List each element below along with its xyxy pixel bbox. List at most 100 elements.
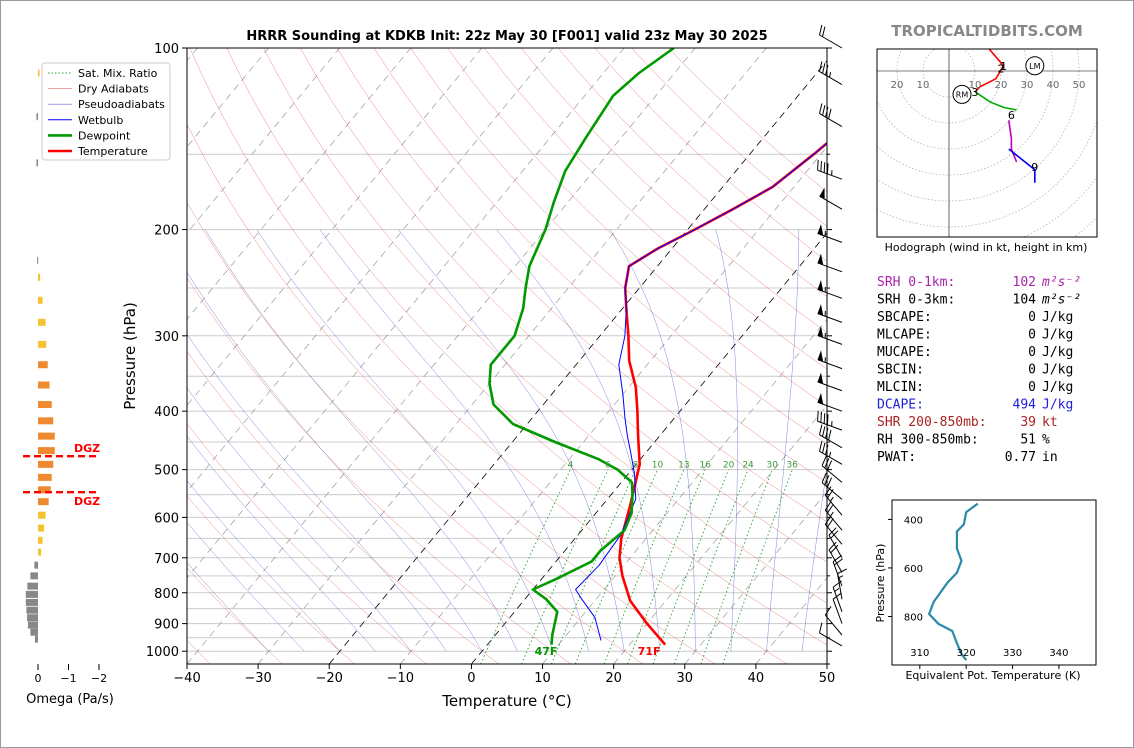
pseudoadiabat	[715, 229, 738, 652]
y-tick-label: 1000	[146, 645, 179, 660]
omega-bar	[27, 614, 38, 622]
y-tick-label: 100	[154, 42, 179, 57]
dry-adiabat	[336, 48, 827, 523]
dry-adiabat	[373, 48, 827, 483]
skewt-x-label: Temperature (°C)	[441, 692, 571, 710]
omega-bar	[38, 524, 45, 532]
hodograph-ring-label: 20	[891, 80, 904, 91]
pseudoadiabat	[187, 522, 305, 652]
wind-barb	[824, 515, 843, 545]
theta-e-x-tick-label: 320	[957, 648, 976, 659]
hodograph-marker-label: RM	[956, 90, 969, 99]
dry-adiabat	[187, 202, 644, 664]
param-label: SBCAPE:	[877, 310, 932, 325]
barb-flag	[824, 501, 832, 511]
barb-flag	[818, 622, 823, 634]
param-value: 0	[1028, 345, 1036, 360]
wind-barb	[818, 424, 843, 449]
hodograph-height-label: 6	[1008, 109, 1015, 122]
x-tick-label: −10	[387, 671, 414, 686]
barb-flag	[828, 429, 832, 441]
param-unit: J/kg	[1042, 363, 1073, 378]
barb-flag	[827, 503, 834, 514]
legend: Sat. Mix. Ratio Dry Adiabats Pseudoadiabat…	[41, 62, 171, 161]
mixing-ratio-line	[700, 469, 773, 664]
x-tick-label: 30	[677, 671, 694, 686]
x-tick-label: −30	[244, 671, 271, 686]
barb-flag	[824, 458, 830, 469]
wind-barb	[817, 253, 843, 273]
wind-barb	[818, 103, 843, 128]
param-label: SHR 200-850mb:	[877, 415, 987, 430]
mixing-ratio-line	[627, 469, 706, 664]
theta-e-x-tick-label: 340	[1049, 648, 1068, 659]
legend-box	[41, 62, 171, 161]
barb-flag	[832, 592, 842, 600]
param-label: MUCAPE:	[877, 345, 932, 360]
barb-pennant	[817, 372, 824, 384]
param-value: 39	[1020, 415, 1036, 430]
mixing-ratio-label: 4	[568, 461, 574, 471]
barb-flag	[821, 455, 827, 466]
legend-entry: Dewpoint	[78, 129, 131, 142]
barb-half-flag	[828, 451, 832, 458]
legend-entry: Dry Adiabats	[78, 83, 149, 96]
omega-bar	[38, 361, 48, 369]
legend-entry: Wetbulb	[78, 114, 123, 127]
wind-barb	[824, 486, 843, 516]
barb-flag	[817, 410, 819, 422]
watermark: TROPICALTIDBITS.COM	[891, 22, 1083, 40]
barb-flag	[826, 163, 829, 174]
hodograph-frame	[876, 48, 1098, 238]
theta-e-x-tick-label: 330	[1003, 648, 1022, 659]
isotherm	[684, 491, 827, 664]
pseudoadiabat	[187, 333, 447, 652]
isotherm	[187, 48, 696, 664]
surface-label: 71F	[638, 645, 661, 658]
barb-pennant	[817, 350, 824, 362]
pseudoadiabat	[398, 229, 625, 652]
param-label: RH 300-850mb:	[877, 433, 979, 448]
mixing-ratio-line	[652, 469, 730, 664]
mixing-ratio-label: 20	[723, 461, 735, 471]
omega-bar	[38, 536, 43, 544]
barb-flag	[824, 606, 832, 616]
isotherm	[187, 48, 625, 579]
y-tick-label: 400	[154, 405, 179, 420]
barb-staff	[819, 450, 843, 465]
dry-adiabat	[300, 48, 827, 563]
hodograph-trace	[974, 49, 1036, 183]
skewt-y-label: Pressure (hPa)	[121, 302, 139, 410]
pseudoadiabat	[187, 562, 269, 652]
pseudoadiabat	[801, 466, 827, 652]
omega-bar	[34, 635, 38, 643]
barb-staff	[819, 632, 843, 647]
theta-e-y-label: Pressure (hPa)	[874, 544, 887, 623]
barb-flag	[824, 475, 830, 486]
surface-annotations: 47F 71F	[535, 645, 661, 658]
hodograph-ring-label: 40	[1047, 80, 1060, 91]
mixing-ratio-label: 30	[766, 461, 778, 471]
legend-entry: Pseudoadiabats	[78, 98, 165, 111]
y-tick-label: 500	[154, 464, 179, 479]
skewt-frame	[186, 47, 828, 665]
barb-flag	[822, 105, 826, 116]
omega-bar	[38, 401, 52, 409]
mixing-ratio-line	[722, 469, 793, 664]
barb-staff	[821, 465, 843, 483]
barb-flag	[827, 488, 834, 499]
hodograph-segment	[1008, 148, 1036, 183]
barb-flag	[818, 441, 823, 452]
dry-adiabat	[187, 123, 716, 664]
dry-adiabat	[484, 48, 827, 370]
wind-barb	[832, 580, 843, 612]
param-unit: %	[1042, 433, 1050, 448]
param-label: MLCIN:	[877, 380, 924, 395]
omega-bar	[38, 296, 43, 304]
theta-e-y-tick-label: 600	[904, 564, 923, 575]
mixing-ratio-line	[673, 469, 749, 664]
barb-flag	[825, 428, 829, 439]
hodograph-height-label: 9	[1031, 161, 1038, 174]
